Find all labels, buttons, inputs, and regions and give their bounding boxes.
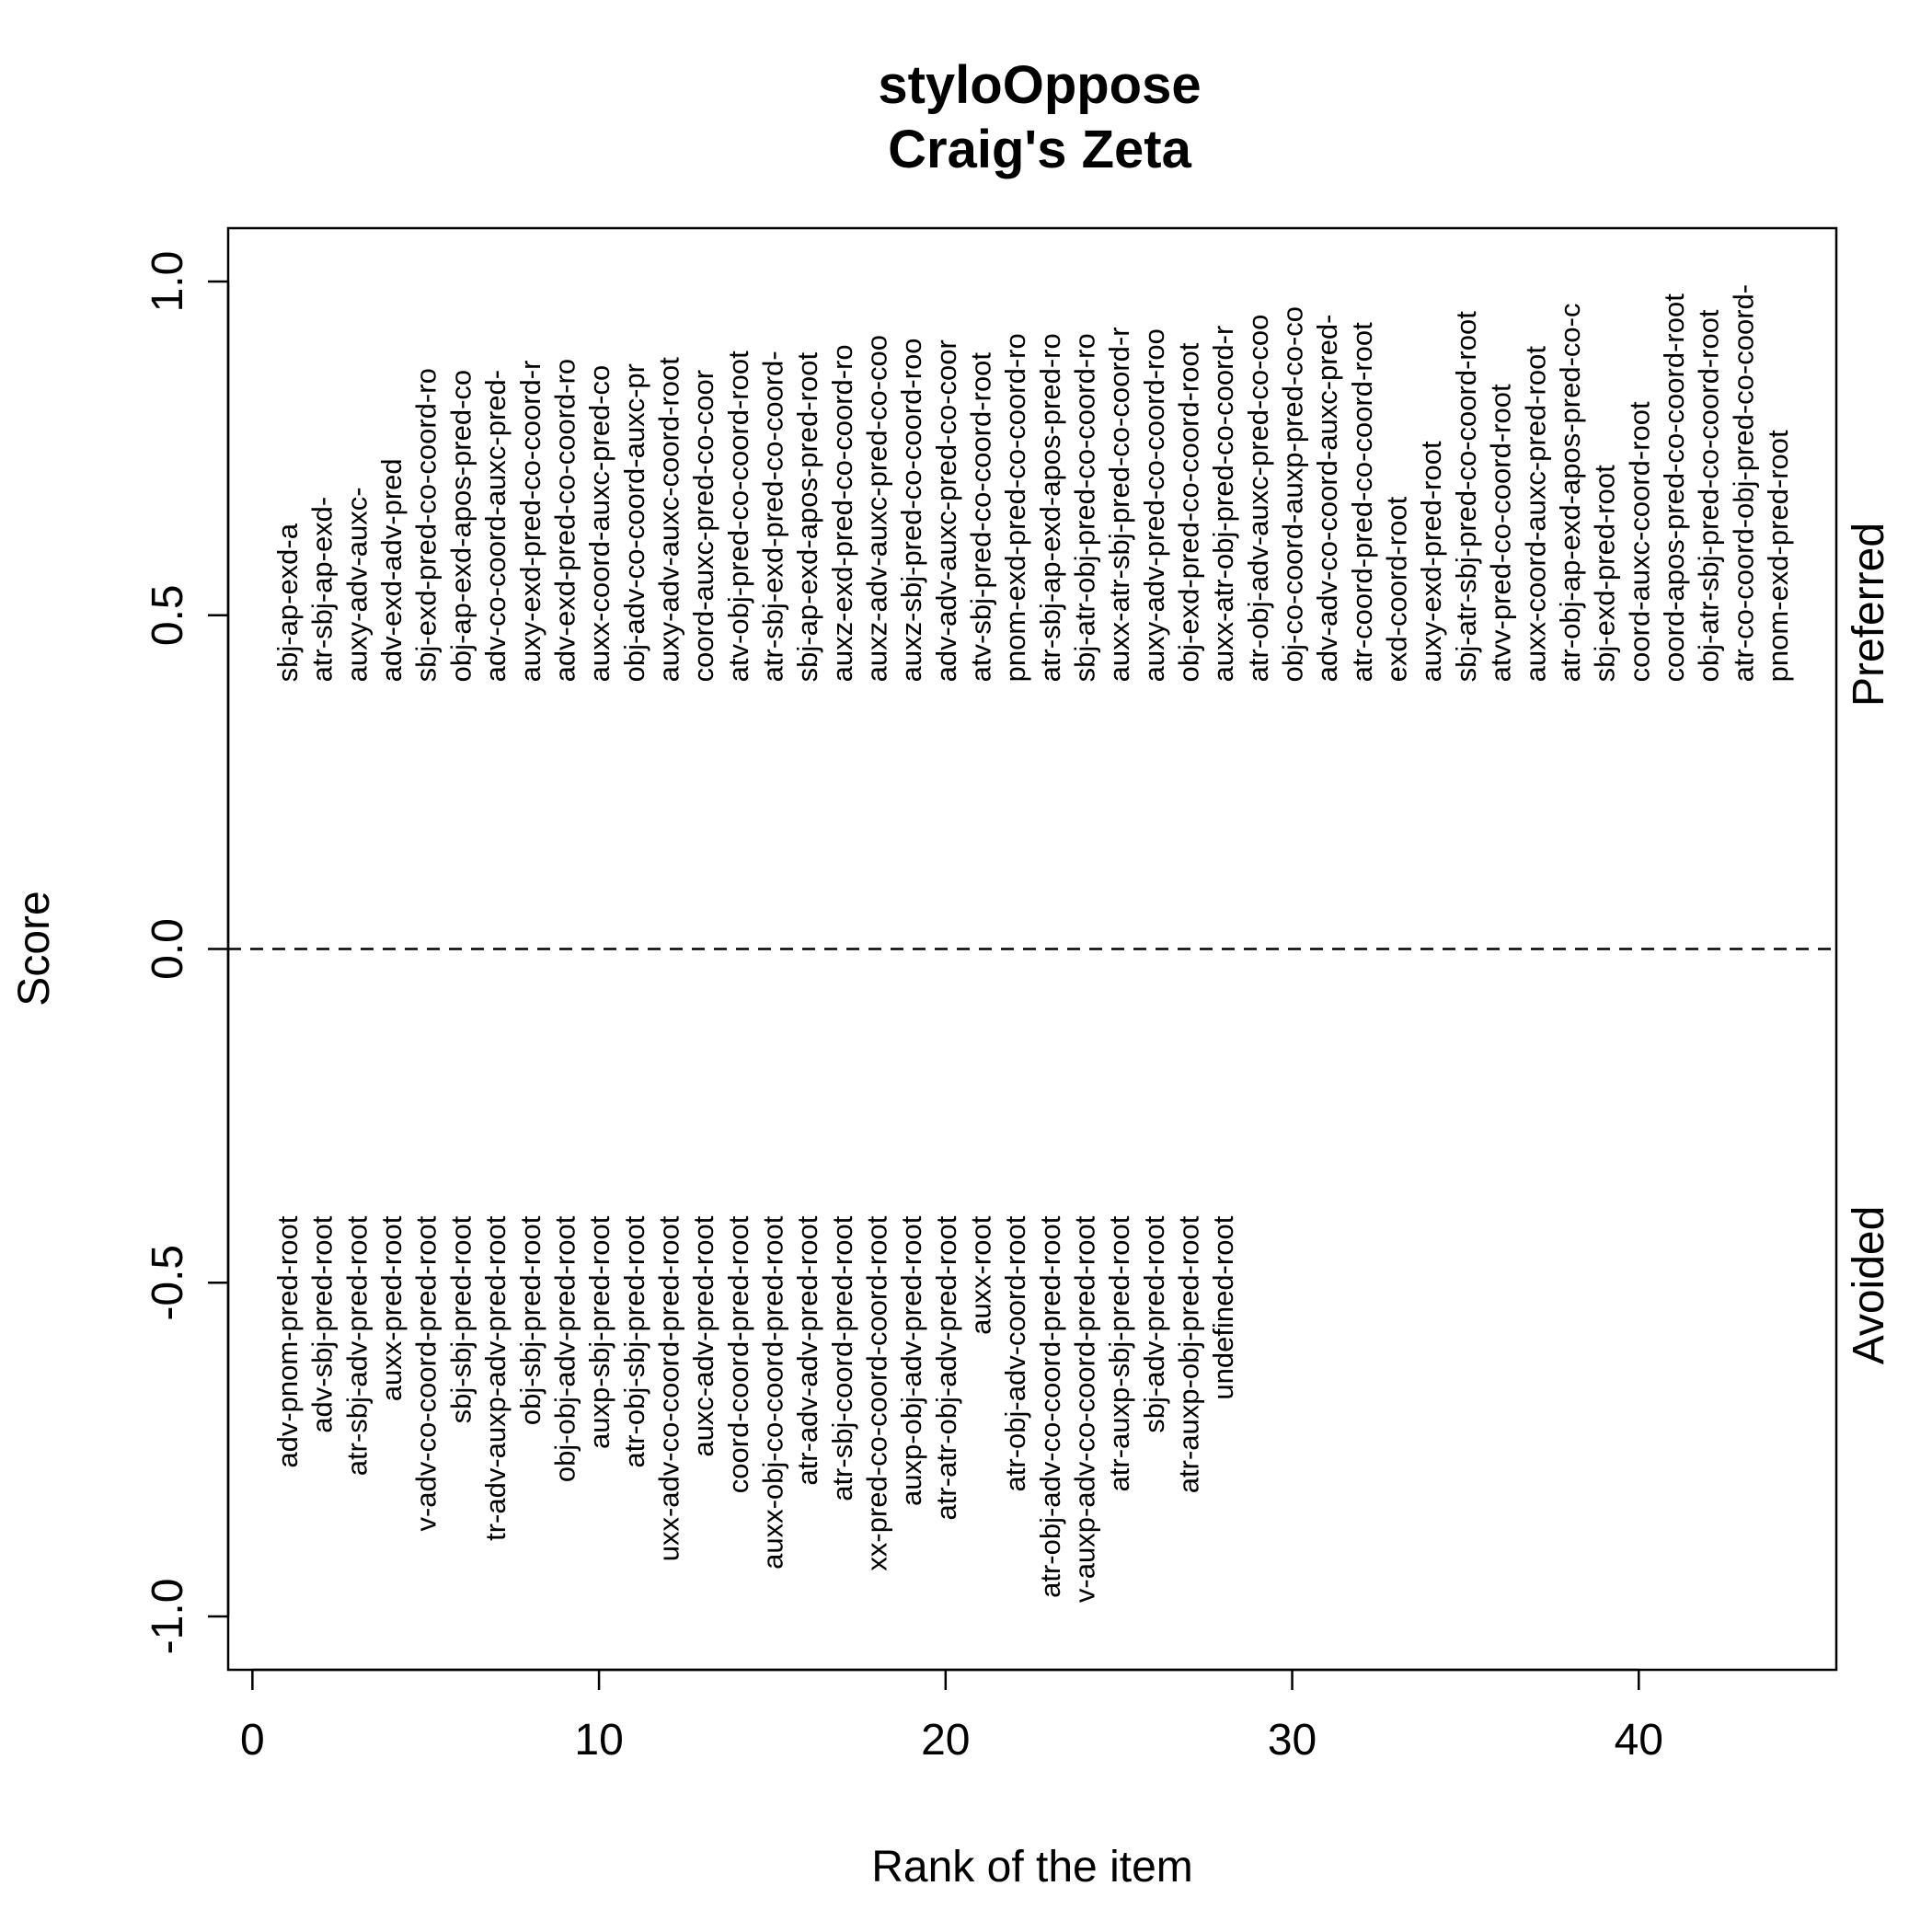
y-axis: -1.0 -0.5 0.0 0.5 1.0 bbox=[144, 251, 230, 1655]
item-label: atv-sbj-pred-co-coord-root bbox=[964, 352, 996, 683]
item-label: xx-pred-co-coord-coord-root bbox=[860, 1215, 892, 1570]
x-axis-label: Rank of the item bbox=[871, 1843, 1193, 1892]
item-label: adv-adv-auxc-pred-co-coor bbox=[930, 339, 962, 682]
item-label: auxy-adv-auxc-coord-root bbox=[652, 357, 684, 683]
item-label: obj-sbj-pred-root bbox=[514, 1215, 546, 1425]
item-label: auxx-atr-sbj-pred-co-coord-r bbox=[1103, 327, 1135, 682]
item-label: undefined-root bbox=[1207, 1215, 1239, 1399]
item-label: atr-obj-adv-coord-root bbox=[999, 1215, 1031, 1491]
item-label: auxz-sbj-pred-co-coord-roo bbox=[895, 338, 927, 682]
item-label: atr-obj-adv-auxc-pred-co-coo bbox=[1242, 315, 1274, 683]
item-label: sbj-sbj-pred-root bbox=[444, 1215, 477, 1423]
item-label: auxx-coord-auxc-pred-root bbox=[1519, 346, 1551, 683]
item-label: obj-obj-adv-pred-root bbox=[548, 1215, 581, 1482]
item-label: sbj-atr-sbj-pred-co-coord-root bbox=[1450, 311, 1482, 683]
item-label: v-auxp-adv-co-coord-pred-root bbox=[1069, 1215, 1101, 1603]
item-labels: sbj-ap-exd-a atr-sbj-ap-exd-auxy-adv-auxc… bbox=[271, 284, 1794, 1603]
item-label: auxy-adv-auxc- bbox=[340, 487, 373, 682]
x-tick-label: 40 bbox=[1615, 1716, 1663, 1765]
item-label: auxx-obj-co-coord-pred-root bbox=[756, 1215, 788, 1570]
item-label: atr-sbj-exd-pred-co-coord- bbox=[756, 351, 788, 682]
item-label: auxy-adv-pred-co-coord-roo bbox=[1138, 328, 1170, 682]
chart-subtitle: Craig's Zeta bbox=[888, 120, 1191, 179]
item-label: adv-pnom-pred-root bbox=[271, 1215, 304, 1467]
item-label: atr-adv-adv-pred-root bbox=[791, 1215, 823, 1485]
item-label: sbj-exd-pred-root bbox=[1589, 465, 1621, 682]
item-label: atvv-pred-co-coord-root bbox=[1485, 384, 1517, 682]
item-label: adv-co-coord-auxc-pred- bbox=[479, 370, 512, 682]
y-tick-label: -0.5 bbox=[144, 1245, 192, 1321]
item-label: atr-sbj-ap-exd-apos-pred-ro bbox=[1034, 333, 1066, 682]
item-label: pnom-exd-pred-co-coord-ro bbox=[999, 333, 1031, 682]
item-label: auxx-root bbox=[964, 1215, 996, 1335]
item-label: sbj-atr-obj-pred-co-coord-ro bbox=[1069, 333, 1101, 682]
y-tick-label: 0.0 bbox=[144, 918, 192, 980]
item-label: auxx-atr-obj-pred-co-coord-r bbox=[1207, 326, 1239, 683]
item-label: atr-co-coord-obj-pred-co-coord- bbox=[1727, 284, 1759, 682]
x-tick-label: 10 bbox=[574, 1716, 623, 1765]
item-label: obj-exd-pred-co-coord-root bbox=[1173, 342, 1205, 682]
y-tick-label: 0.5 bbox=[144, 584, 192, 646]
item-label: exd-coord-root bbox=[1381, 496, 1413, 682]
item-label: auxy-exd-pred-co-coord-r bbox=[514, 361, 546, 683]
item-label: sbj-ap-exd-apos-pred-root bbox=[791, 352, 823, 683]
item-label: adv-exd-adv-pred bbox=[375, 458, 408, 682]
x-tick-label: 0 bbox=[240, 1716, 265, 1765]
item-label: uxx-adv-co-coord-pred-root bbox=[652, 1215, 684, 1561]
item-label: coord-auxc-coord-root bbox=[1623, 401, 1655, 682]
x-axis: 0 10 20 30 40 bbox=[240, 1668, 1663, 1765]
avoided-items: adv-pnom-pred-root adv-sbj-pred-root atr-s… bbox=[271, 1215, 1239, 1603]
item-label: auxc-adv-pred-root bbox=[687, 1215, 719, 1456]
item-label: auxz-adv-auxc-pred-co-coo bbox=[860, 335, 892, 682]
item-label: atr-atr-obj-adv-pred-root bbox=[930, 1215, 962, 1520]
item-label: auxp-sbj-pred-root bbox=[583, 1215, 615, 1449]
item-label: atr-obj-ap-exd-apos-pred-co-c bbox=[1554, 304, 1586, 683]
item-label: auxx-coord-auxc-pred-co bbox=[583, 365, 615, 683]
item-label: sbj-exd-pred-co-coord-ro bbox=[410, 368, 443, 682]
item-label: atr-obj-sbj-pred-root bbox=[618, 1215, 650, 1467]
item-label: v-adv-co-coord-pred-root bbox=[410, 1215, 443, 1531]
item-label: obj-co-coord-auxp-pred-co-co bbox=[1277, 306, 1309, 682]
item-label: sbj-ap-exd-a bbox=[271, 523, 304, 682]
item-label: obj-adv-co-coord-auxc-pr bbox=[618, 363, 650, 682]
item-label: atr-auxp-obj-pred-root bbox=[1173, 1215, 1205, 1493]
item-label: obj-ap-exd-apos-pred-co bbox=[444, 370, 477, 682]
y-axis-label: Score bbox=[10, 891, 59, 1006]
item-label: coord-apos-pred-co-coord-root bbox=[1658, 293, 1690, 683]
item-label: atr-auxp-sbj-pred-root bbox=[1103, 1215, 1135, 1491]
item-label: pnom-exd-pred-root bbox=[1762, 430, 1794, 682]
item-label: coord-auxc-pred-co-coor bbox=[687, 370, 719, 682]
item-label: atr-coord-pred-co-coord-root bbox=[1346, 322, 1378, 682]
item-label: coord-coord-pred-root bbox=[722, 1215, 754, 1493]
preferred-side-label: Preferred bbox=[1845, 523, 1893, 707]
chart-title: styloOppose bbox=[878, 55, 1201, 115]
item-label: auxy-exd-pred-root bbox=[1415, 441, 1447, 682]
item-label: auxp-obj-adv-pred-root bbox=[895, 1215, 927, 1506]
avoided-side-label: Avoided bbox=[1845, 1206, 1893, 1365]
item-label: auxz-exd-pred-co-coord-ro bbox=[826, 344, 858, 682]
item-label: atr-sbj-adv-pred-root bbox=[340, 1215, 373, 1476]
item-label: adv-adv-co-coord-auxc-pred- bbox=[1311, 315, 1343, 683]
item-label: atr-sbj-coord-pred-root bbox=[826, 1215, 858, 1501]
item-label: atv-obj-pred-co-coord-root bbox=[722, 351, 754, 682]
item-label: obj-atr-sbj-pred-co-coord-root bbox=[1693, 309, 1725, 682]
x-tick-label: 30 bbox=[1268, 1716, 1317, 1765]
y-tick-label: 1.0 bbox=[144, 251, 192, 313]
x-tick-label: 20 bbox=[921, 1716, 970, 1765]
y-tick-label: -1.0 bbox=[144, 1579, 192, 1655]
item-label: atr-obj-adv-co-coord-pred-root bbox=[1034, 1215, 1066, 1598]
item-label: adv-sbj-pred-root bbox=[306, 1215, 339, 1432]
item-label: sbj-adv-pred-root bbox=[1138, 1215, 1170, 1432]
item-label: atr-sbj-ap-exd- bbox=[306, 497, 339, 683]
item-label: adv-exd-pred-co-coord-ro bbox=[548, 359, 581, 682]
preferred-items: sbj-ap-exd-a atr-sbj-ap-exd-auxy-adv-auxc… bbox=[271, 284, 1794, 682]
item-label: auxx-pred-root bbox=[375, 1215, 408, 1401]
item-label: tr-adv-auxp-adv-pred-root bbox=[479, 1215, 512, 1541]
